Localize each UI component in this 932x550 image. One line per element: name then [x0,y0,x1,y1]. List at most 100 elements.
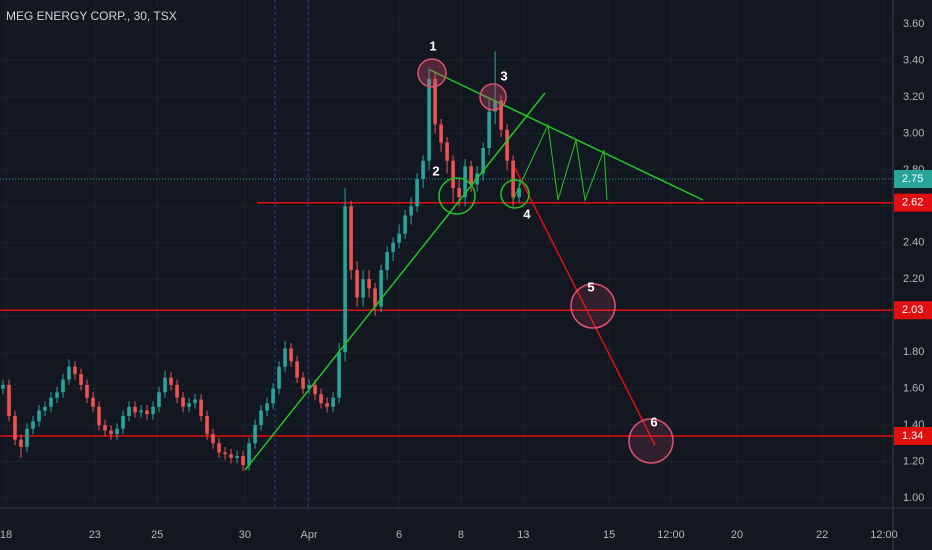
candle-body [109,430,113,435]
x-tick-label: 25 [151,529,163,541]
candle-body [409,206,413,216]
candle-body [331,397,335,407]
x-tick-label: 30 [239,529,251,541]
annotation: 3 [500,68,507,83]
circle-marker [438,177,476,215]
candle-body [385,251,389,271]
candle-body [55,392,59,398]
candle-body [217,443,221,453]
candle-body [313,384,317,395]
candle-body [1,384,5,389]
y-tick-label: 1.20 [903,455,924,467]
y-tick-label: 1.80 [903,346,924,358]
annotation: 2 [432,163,439,178]
projection-line [514,167,656,446]
candle-body [73,366,77,375]
y-tick-label: 1.00 [903,492,924,504]
y-tick-label: 1.60 [903,383,924,395]
candle-body [379,270,383,307]
candle-body [91,397,95,407]
trend-line [429,69,704,201]
candle-body [277,366,281,389]
x-tick-label: 20 [731,529,743,541]
x-tick-label: 15 [603,529,615,541]
candle-body [391,242,395,252]
candle-body [25,428,29,447]
chart-title: MEG ENERGY CORP., 30, TSX [6,9,177,23]
x-tick-label: 23 [89,529,101,541]
candle-body [37,410,41,422]
candle-body [157,392,161,407]
x-tick-label: 13 [517,529,529,541]
candle-body [163,377,167,393]
circle-marker [570,283,616,329]
candle-body [223,452,227,455]
candle-body [97,406,101,426]
x-tick-label: 22 [816,529,828,541]
candle-body [7,384,11,416]
price-label-box [894,193,932,212]
drawings [244,58,704,471]
x-tick-label: Apr [301,529,318,541]
candle-body [433,78,437,125]
candle-body [307,384,311,389]
x-tick-label: 12:00 [870,529,898,541]
candle-body [445,142,449,161]
price-label: 1.34 [902,430,923,442]
candle-body [415,178,419,207]
candle-body [271,388,275,404]
candle-body [253,425,257,444]
price-label: 2.75 [902,173,923,185]
candle-body [229,454,233,458]
levels [0,178,893,437]
price-label-box [894,301,932,320]
x-tick-label: 12:00 [657,529,685,541]
candle-body [355,270,359,298]
candle-body [367,279,371,289]
candle-body [319,394,323,404]
candle-body [265,403,269,411]
candle-body [373,288,377,307]
grid [0,0,893,508]
candle-body [241,456,245,466]
y-tick-label: 3.20 [903,91,924,103]
candle-body [175,384,179,398]
candle-body [85,384,89,398]
axes: 1.001.201.401.601.802.002.202.402.602.80… [0,18,932,541]
candle-body [463,166,467,198]
candle-body [349,206,353,271]
candle-body [127,406,131,416]
candle-body [343,206,347,353]
candle-body [499,100,503,130]
candles [1,51,521,471]
candle-body [295,361,299,378]
annotation: 4 [523,206,531,221]
candle-body [247,443,251,466]
candle-body [199,399,203,416]
candle-body [19,439,23,447]
price-label: 2.03 [902,304,923,316]
y-tick-label: 3.60 [903,18,924,30]
candle-body [397,233,401,243]
candle-body [481,148,485,174]
trend-line [244,92,546,471]
candle-body [439,124,443,143]
candle-body [289,348,293,362]
candle-body [61,379,65,393]
candle-body [151,406,155,415]
candle-body [181,397,185,407]
annotation: 1 [429,38,436,53]
candle-body [283,348,287,367]
candle-body [13,415,17,440]
price-label-box [894,169,932,188]
candle-body [121,415,125,429]
price-label: 2.62 [902,197,923,209]
price-label-box [894,427,932,446]
annotation: 6 [650,414,657,429]
y-tick-label: 3.40 [903,54,924,66]
annotation: 5 [587,279,594,294]
x-tick-label: 18 [0,529,12,541]
candle-body [493,100,497,112]
zigzag-projection [512,123,608,202]
